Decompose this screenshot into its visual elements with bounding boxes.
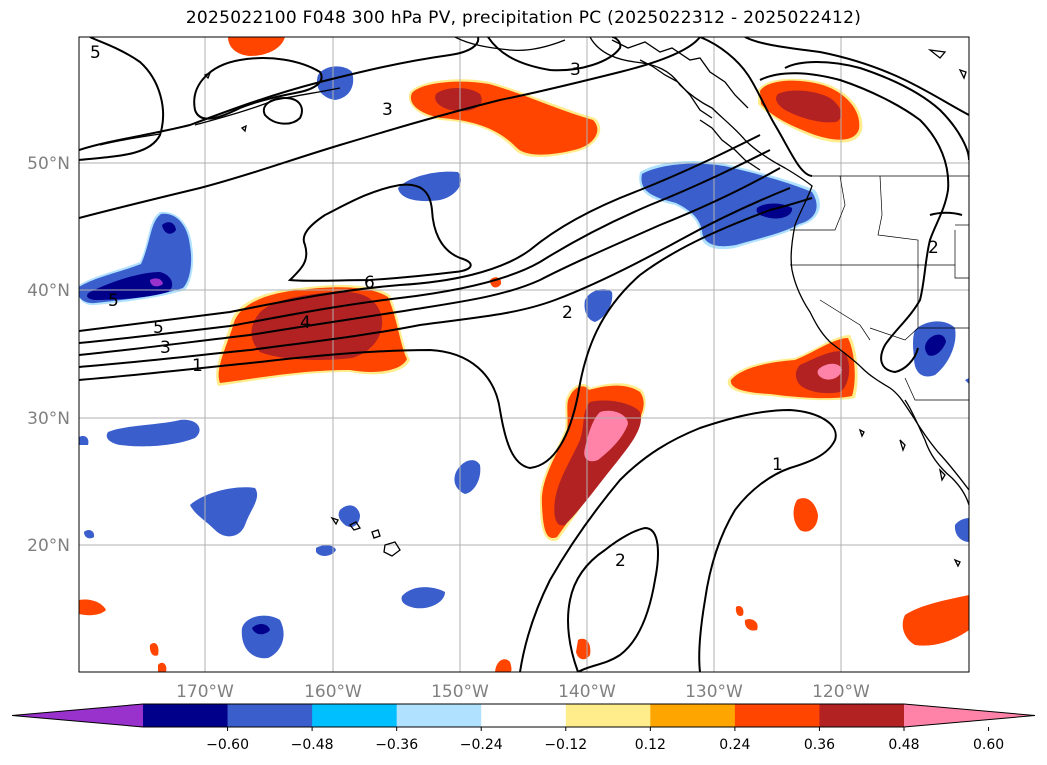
colorbar-tick-label: 0.48 xyxy=(888,737,919,753)
contour-labels: 5 3 3 6 5 4 3 2 1 2 1 2 5 xyxy=(90,43,939,571)
lat-label: 40°N xyxy=(27,281,70,301)
contour-label: 2 xyxy=(615,551,626,571)
precip-positive-area xyxy=(435,88,482,112)
precip-negative-area xyxy=(150,278,163,287)
lat-label: 20°N xyxy=(27,536,70,556)
precip-negative-area xyxy=(106,419,200,447)
precip-positive-area xyxy=(744,619,758,631)
precip-negative-area xyxy=(454,460,481,494)
precip-positive-area xyxy=(251,291,383,360)
precip-negative-area xyxy=(162,222,176,234)
precip-negative-area xyxy=(252,624,270,635)
contour-label: 2 xyxy=(928,238,939,258)
colorbar-segment xyxy=(650,704,736,727)
precip-positive-area xyxy=(793,498,818,532)
lat-label: 50°N xyxy=(27,154,70,174)
lon-label: 160°W xyxy=(304,682,362,702)
precip-negative-area xyxy=(954,518,969,542)
colorbar-segment xyxy=(481,704,567,727)
precip-negative-area xyxy=(401,587,445,609)
colorbar-tick-label: 0.36 xyxy=(804,737,835,753)
precip-positive-area xyxy=(495,659,512,672)
lon-label: 130°W xyxy=(685,682,743,702)
contour-label: 2 xyxy=(562,303,573,323)
precip-positive-area xyxy=(158,662,167,672)
colorbar-segment xyxy=(312,704,398,727)
colorbar-segments xyxy=(11,703,1036,728)
colorbar-tick-label: 0.12 xyxy=(635,737,666,753)
chart-title: 2025022100 F048 300 hPa PV, precipitatio… xyxy=(185,8,862,28)
lon-label: 120°W xyxy=(812,682,870,702)
contour-label: 5 xyxy=(153,318,164,338)
precip-positive-area xyxy=(776,90,842,123)
colorbar-tick-label: −0.60 xyxy=(206,737,249,753)
colorbar-segment xyxy=(227,704,313,727)
precip-negative-area xyxy=(398,171,461,202)
contour-label: 3 xyxy=(382,100,393,120)
colorbar-segment xyxy=(396,704,482,727)
colorbar-tick-label: 0.24 xyxy=(719,737,750,753)
colorbar-tick-label: −0.36 xyxy=(375,737,418,753)
lon-label: 140°W xyxy=(558,682,616,702)
precip-negative-area xyxy=(316,545,336,556)
contour-label: 1 xyxy=(772,455,783,475)
contour-label: 4 xyxy=(300,313,311,333)
precip-negative-area xyxy=(79,435,89,445)
precip-negative-area xyxy=(87,272,173,300)
colorbar-tick-label: 0.60 xyxy=(973,737,1004,753)
precip-positive-area xyxy=(735,605,744,617)
boundaries xyxy=(790,175,969,401)
map-frame xyxy=(78,36,970,673)
colorbar-extend-low xyxy=(12,704,143,727)
precip-negative-area xyxy=(84,529,95,539)
colorbar-outline xyxy=(11,703,1036,728)
contour-label: 3 xyxy=(570,60,581,80)
precip-positive-area xyxy=(817,363,842,380)
pv-contours xyxy=(79,37,969,672)
lon-label: 170°W xyxy=(176,682,234,702)
colorbar-segment xyxy=(734,704,820,727)
precip-positive-area xyxy=(228,37,285,56)
colorbar-tick-label: −0.12 xyxy=(544,737,587,753)
lat-label: 30°N xyxy=(27,409,70,429)
precip-positive-area xyxy=(79,599,106,616)
longitude-labels: 170°W 160°W 150°W 140°W 130°W 120°W xyxy=(176,682,870,702)
precip-negative-area xyxy=(338,505,360,527)
precip-negative-area xyxy=(316,66,354,100)
colorbar-ticks: −0.60 −0.48 −0.36 −0.24 −0.12 0.12 0.24 0.36 0.4… xyxy=(206,727,1004,753)
contour-label: 5 xyxy=(90,43,101,63)
colorbar-tick-label: −0.24 xyxy=(460,737,503,753)
precip-positive-area xyxy=(902,595,969,646)
map-content: 5 3 3 6 5 4 3 2 1 2 1 2 5 xyxy=(79,37,969,672)
precip-shading xyxy=(79,37,969,672)
precip-positive-area xyxy=(149,643,159,656)
latitude-labels: 50°N 40°N 30°N 20°N xyxy=(27,154,70,556)
contour-label: 1 xyxy=(192,356,203,376)
precip-negative-area xyxy=(241,615,284,659)
lon-label: 150°W xyxy=(431,682,489,702)
precip-negative-area xyxy=(965,378,969,384)
colorbar-extend-high xyxy=(904,704,1035,727)
colorbar-segment xyxy=(143,704,229,727)
contour-label: 5 xyxy=(108,291,119,311)
colorbar-tick-label: −0.48 xyxy=(291,737,334,753)
contour-label: 3 xyxy=(160,338,171,358)
precip-negative-area xyxy=(925,334,946,356)
colorbar-segment xyxy=(819,704,905,727)
contour-label: 6 xyxy=(364,273,375,293)
precip-negative-area xyxy=(190,487,258,537)
precip-negative-area xyxy=(641,163,817,247)
colorbar: −0.60 −0.48 −0.36 −0.24 −0.12 0.12 0.24 0.36 0.4… xyxy=(11,703,1036,753)
precip-positive-area xyxy=(584,410,628,462)
colorbar-segment xyxy=(565,704,651,727)
